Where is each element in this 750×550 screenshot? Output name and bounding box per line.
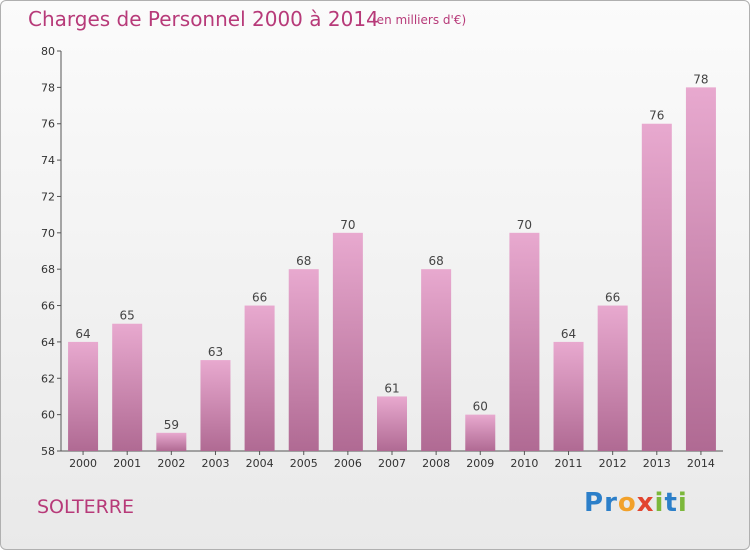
x-tick-label: 2012 — [599, 457, 627, 470]
y-tick-label: 58 — [41, 445, 55, 458]
bar-2002 — [156, 432, 187, 451]
y-tick-label: 74 — [41, 154, 55, 167]
x-tick-label: 2002 — [157, 457, 185, 470]
value-label: 65 — [120, 309, 135, 323]
x-tick-label: 2000 — [69, 457, 97, 470]
bar-2012 — [597, 305, 628, 451]
y-tick-label: 64 — [41, 336, 55, 349]
value-label: 66 — [605, 291, 620, 305]
bar-2009 — [465, 414, 496, 451]
x-tick-label: 2009 — [466, 457, 494, 470]
value-label: 64 — [75, 327, 90, 341]
x-tick-label: 2005 — [290, 457, 318, 470]
bars — [68, 87, 716, 452]
x-tick-label: 2014 — [687, 457, 715, 470]
bar-2001 — [112, 323, 143, 451]
y-tick-label: 80 — [41, 45, 55, 58]
bar-2003 — [200, 360, 231, 451]
bar-2005 — [288, 269, 319, 451]
y-tick-label: 62 — [41, 372, 55, 385]
bar-2007 — [377, 396, 407, 451]
chart-title: Charges de Personnel 2000 à 2014 — [28, 7, 379, 31]
x-tick-label: 2006 — [334, 457, 362, 470]
x-tick-label: 2001 — [113, 457, 141, 470]
x-tick-label: 2010 — [510, 457, 538, 470]
y-tick-label: 66 — [41, 300, 55, 313]
axes: 58 60 62 64 66 68 70 72 74 76 78 80 — [41, 45, 723, 458]
y-tick-label: 60 — [41, 409, 55, 422]
value-label: 68 — [428, 254, 443, 268]
value-label: 70 — [340, 218, 355, 232]
bar-2006 — [332, 232, 363, 451]
place-name: SOLTERRE — [37, 496, 135, 518]
bar-2000 — [68, 341, 99, 451]
value-label: 60 — [473, 400, 488, 414]
x-tick-label: 2011 — [555, 457, 583, 470]
bar-2013 — [641, 123, 672, 452]
bar-2014 — [685, 87, 716, 451]
bar-2011 — [553, 341, 584, 451]
y-tick-label: 72 — [41, 190, 55, 203]
x-tick-label: 2003 — [201, 457, 229, 470]
chart-subtitle: (en milliers d'€) — [372, 13, 467, 27]
bar-2004 — [244, 305, 275, 451]
x-tick-label: 2004 — [246, 457, 274, 470]
bar-2008 — [421, 269, 452, 451]
y-tick-label: 68 — [41, 263, 55, 276]
x-tick-label: 2008 — [422, 457, 450, 470]
x-tick-label: 2007 — [378, 457, 406, 470]
value-label: 76 — [649, 109, 664, 123]
value-label: 61 — [384, 381, 399, 395]
y-tick-label: 70 — [41, 227, 55, 240]
proxiti-logo: Proxiti — [584, 488, 688, 518]
y-tick-label: 78 — [41, 81, 55, 94]
value-label: 68 — [296, 254, 311, 268]
labels: 2000 64 2001 65 2002 59 2003 63 2004 66 2005 68 2006… — [69, 72, 715, 470]
value-label: 66 — [252, 291, 267, 305]
y-tick-label: 76 — [41, 118, 55, 131]
value-label: 78 — [693, 72, 708, 86]
bar-2010 — [509, 232, 540, 451]
value-label: 64 — [561, 327, 576, 341]
value-label: 63 — [208, 345, 223, 359]
value-label: 70 — [517, 218, 532, 232]
value-label: 59 — [164, 418, 179, 432]
x-tick-label: 2013 — [643, 457, 671, 470]
